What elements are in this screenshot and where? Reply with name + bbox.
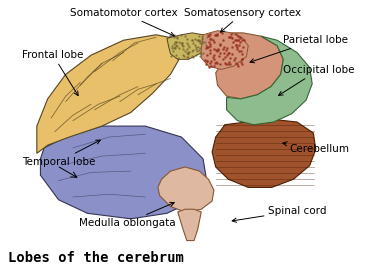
Polygon shape <box>216 33 283 99</box>
Text: Occipital lobe: Occipital lobe <box>279 65 354 95</box>
Polygon shape <box>178 209 201 241</box>
Text: Medulla oblongata: Medulla oblongata <box>79 202 175 228</box>
Polygon shape <box>167 33 210 59</box>
Polygon shape <box>40 126 207 219</box>
Text: Temporal lobe: Temporal lobe <box>22 140 100 167</box>
Polygon shape <box>158 167 214 212</box>
Polygon shape <box>227 36 312 125</box>
Text: Somatosensory cortex: Somatosensory cortex <box>184 8 301 32</box>
Polygon shape <box>201 31 248 69</box>
Text: Frontal lobe: Frontal lobe <box>22 50 84 96</box>
Polygon shape <box>212 119 316 187</box>
Text: Somatomotor cortex: Somatomotor cortex <box>70 8 177 36</box>
Polygon shape <box>37 35 181 153</box>
Text: Cerebellum: Cerebellum <box>283 142 350 154</box>
Text: Spinal cord: Spinal cord <box>232 206 326 222</box>
Text: Parietal lobe: Parietal lobe <box>250 35 348 63</box>
Text: Lobes of the cerebrum: Lobes of the cerebrum <box>8 251 184 265</box>
